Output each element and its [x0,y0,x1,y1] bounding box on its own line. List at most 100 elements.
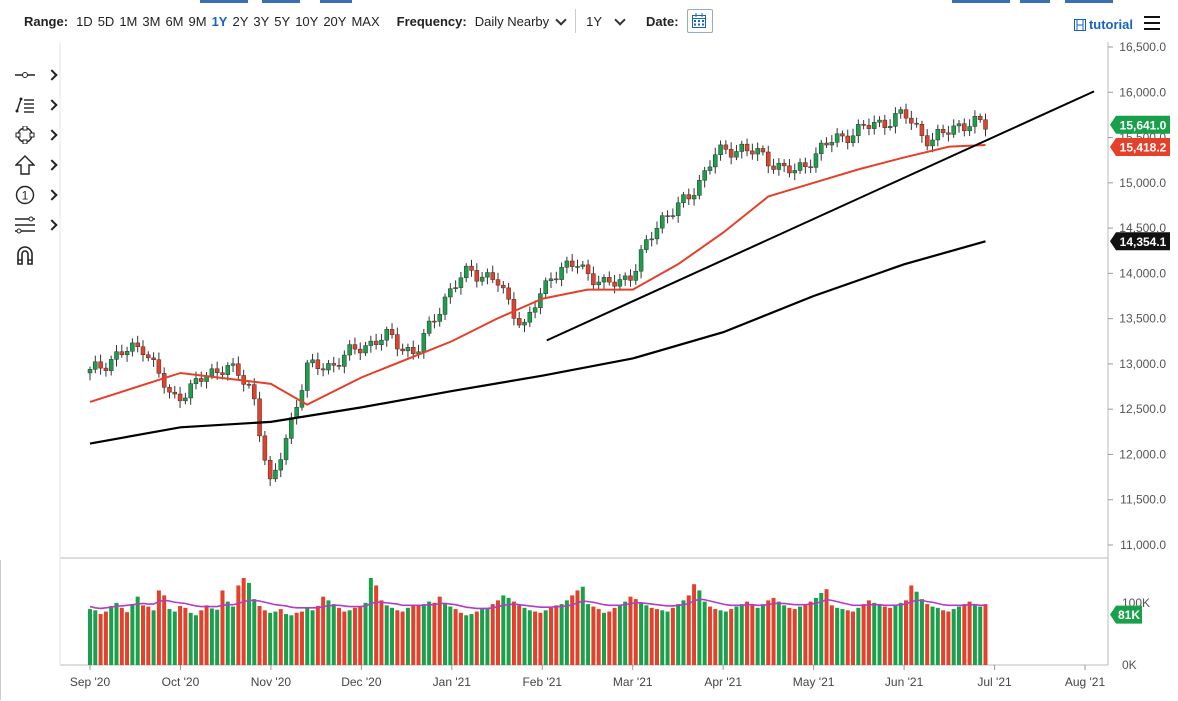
volume-bar[interactable] [443,604,448,665]
volume-bar[interactable] [347,610,352,665]
candle-body[interactable] [697,180,702,196]
candle-body[interactable] [453,287,458,289]
candle-body[interactable] [638,249,644,272]
candle-body[interactable] [840,133,845,137]
candle-body[interactable] [591,273,596,286]
candle-body[interactable] [193,378,199,384]
candle-body[interactable] [776,162,782,170]
volume-bar[interactable] [236,585,241,665]
candle-body[interactable] [787,165,792,174]
candle-body[interactable] [347,344,352,356]
candle-body[interactable] [559,267,564,280]
candle-body[interactable] [856,124,861,137]
volume-bar[interactable] [596,609,601,665]
candle-body[interactable] [294,406,299,418]
volume-bar[interactable] [665,611,670,665]
volume-bar[interactable] [533,611,538,665]
candle-body[interactable] [331,363,336,366]
candle-body[interactable] [490,272,495,280]
candle-body[interactable] [686,194,692,200]
volume-bar[interactable] [448,606,453,665]
candle-body[interactable] [511,299,517,319]
candle-body[interactable] [797,162,803,171]
candle-body[interactable] [702,170,707,181]
volume-bar[interactable] [760,604,765,665]
volume-bar[interactable] [517,605,522,665]
volume-bar[interactable] [231,606,236,665]
tool-crosshair[interactable] [14,60,58,90]
volume-bar[interactable] [405,607,410,665]
volume-bar[interactable] [845,610,850,665]
volume-bar[interactable] [914,591,919,665]
volume-bar[interactable] [607,611,612,665]
volume-bar[interactable] [395,610,400,665]
candle-body[interactable] [320,368,326,371]
volume-bar[interactable] [718,610,723,665]
candle-body[interactable] [389,329,395,335]
volume-bar[interactable] [692,584,697,665]
candle-body[interactable] [919,123,925,136]
calendar-button[interactable] [686,9,713,33]
volume-bar[interactable] [755,607,760,665]
candle-body[interactable] [750,150,755,155]
candle-body[interactable] [861,124,866,126]
volume-bar[interactable] [866,600,871,665]
candle-body[interactable] [829,142,835,146]
candle-body[interactable] [882,119,888,128]
volume-bar[interactable] [861,604,866,665]
volume-bar[interactable] [374,585,379,665]
candle-body[interactable] [108,359,114,371]
volume-bar[interactable] [750,605,755,665]
volume-bar[interactable] [538,612,543,665]
candle-body[interactable] [373,340,379,345]
candle-body[interactable] [278,459,284,471]
volume-bar[interactable] [268,612,273,665]
candle-body[interactable] [607,277,612,283]
volume-bar[interactable] [686,595,691,665]
candle-body[interactable] [220,372,225,375]
candle-body[interactable] [575,266,580,268]
volume-bar[interactable] [877,605,882,665]
volume-bar[interactable] [623,601,628,665]
candle-body[interactable] [103,367,109,371]
candle-body[interactable] [305,362,310,391]
volume-bar[interactable] [930,606,935,665]
volume-bar[interactable] [273,611,278,665]
candle-body[interactable] [252,384,257,400]
candle-body[interactable] [262,435,268,461]
volume-bar[interactable] [305,607,310,665]
range-5d[interactable]: 5D [97,13,115,29]
candle-body[interactable] [691,195,697,200]
candle-body[interactable] [818,142,824,154]
volume-bar[interactable] [284,614,289,665]
volume-bar[interactable] [342,611,347,665]
candle-body[interactable] [363,345,368,354]
volume-bar[interactable] [241,578,246,665]
volume-bar[interactable] [458,612,463,665]
volume-bar[interactable] [951,609,956,665]
volume-bar[interactable] [363,602,368,665]
volume-bar[interactable] [125,612,130,665]
range-5y[interactable]: 5Y [274,13,291,29]
volume-bar[interactable] [485,607,490,665]
candle-body[interactable] [744,143,750,152]
volume-bar[interactable] [352,607,357,665]
volume-bar[interactable] [707,606,712,665]
volume-bar[interactable] [776,601,781,665]
volume-bar[interactable] [888,607,893,665]
candle-body[interactable] [781,162,787,167]
candle-body[interactable] [803,162,808,167]
tool-indicators[interactable] [14,90,58,120]
candle-body[interactable] [850,135,856,143]
candle-body[interactable] [532,307,538,313]
candle-body[interactable] [167,387,172,393]
candle-body[interactable] [485,272,490,278]
volume-bar[interactable] [601,612,606,665]
volume-bar[interactable] [114,602,119,665]
volume-bar[interactable] [321,596,326,665]
candle-body[interactable] [755,148,760,155]
volume-bar[interactable] [670,607,675,665]
period-select[interactable]: 1Y [586,14,630,29]
volume-bar[interactable] [798,606,803,665]
volume-bar[interactable] [702,601,707,665]
